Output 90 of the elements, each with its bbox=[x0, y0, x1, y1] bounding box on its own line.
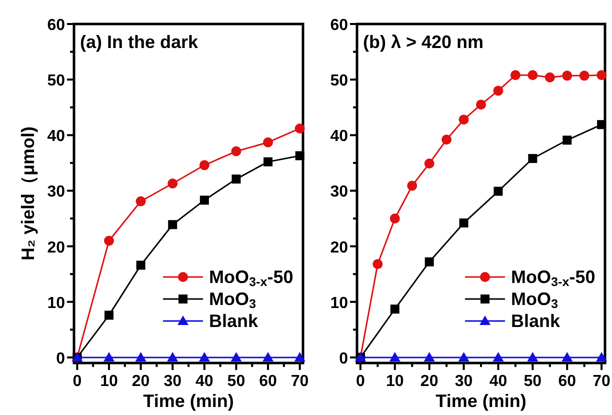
legend-label: Blank bbox=[209, 311, 260, 331]
x-tick-label: 50 bbox=[524, 373, 542, 390]
point bbox=[407, 180, 418, 191]
x-tick-label: 10 bbox=[386, 373, 404, 390]
point bbox=[232, 174, 241, 184]
y-axis-title: H₂ yield（μmol) bbox=[18, 126, 38, 261]
point bbox=[596, 70, 607, 80]
point bbox=[494, 186, 503, 196]
point bbox=[262, 352, 274, 362]
point bbox=[458, 352, 470, 362]
point bbox=[528, 70, 538, 80]
point bbox=[527, 352, 538, 362]
point bbox=[562, 136, 572, 145]
y-tick-label: 60 bbox=[47, 17, 66, 34]
point bbox=[167, 352, 178, 362]
point bbox=[198, 352, 210, 362]
x-tick-label: 20 bbox=[420, 373, 438, 390]
point bbox=[136, 196, 146, 206]
point bbox=[263, 137, 274, 148]
point bbox=[390, 304, 400, 314]
point bbox=[199, 160, 210, 170]
point bbox=[492, 352, 504, 362]
legend-label: MoO$_{3}$ bbox=[209, 289, 256, 312]
chart-title: (a) In the dark bbox=[80, 32, 200, 52]
x-tick-label: 60 bbox=[259, 373, 278, 390]
legend-label: Blank bbox=[511, 311, 562, 331]
point bbox=[424, 352, 435, 362]
point bbox=[294, 123, 305, 134]
legend-label: MoO$_{3-x}$-50 bbox=[209, 267, 294, 290]
point bbox=[510, 70, 520, 80]
legend-label: MoO$_{3-x}$-50 bbox=[511, 267, 596, 290]
point bbox=[295, 151, 304, 160]
y-tick-label: 50 bbox=[330, 72, 348, 90]
point bbox=[200, 196, 209, 205]
point bbox=[230, 352, 242, 362]
point bbox=[424, 257, 434, 266]
x-tick-label: 40 bbox=[196, 373, 214, 390]
point bbox=[390, 214, 400, 224]
legend-label: MoO$_{3}$ bbox=[511, 289, 558, 312]
point bbox=[597, 120, 606, 130]
point bbox=[231, 146, 242, 156]
x-tick-label: 40 bbox=[489, 373, 508, 390]
x-tick-label: 30 bbox=[454, 373, 473, 390]
point bbox=[458, 114, 469, 125]
point bbox=[442, 134, 452, 145]
point bbox=[424, 158, 434, 168]
point bbox=[493, 86, 504, 96]
point bbox=[544, 72, 555, 82]
point bbox=[389, 352, 400, 362]
point bbox=[104, 310, 114, 320]
point bbox=[136, 260, 146, 270]
chart-title: (b) λ > 420 nm bbox=[363, 32, 484, 52]
point bbox=[562, 352, 573, 362]
x-tick-label: 10 bbox=[100, 373, 118, 390]
y-tick-label: 20 bbox=[330, 239, 348, 256]
point bbox=[372, 259, 383, 270]
point bbox=[579, 70, 590, 81]
point bbox=[264, 157, 273, 166]
y-tick-label: 50 bbox=[47, 72, 66, 90]
x-axis-title: Time (min) bbox=[143, 391, 234, 411]
x-tick-label: 60 bbox=[558, 373, 576, 390]
point bbox=[168, 220, 178, 230]
y-tick-label: 10 bbox=[47, 294, 66, 312]
point bbox=[596, 352, 608, 362]
y-tick-label: 40 bbox=[330, 128, 348, 146]
y-tick-label: 60 bbox=[330, 17, 348, 34]
x-tick-label: 20 bbox=[132, 373, 150, 390]
point bbox=[459, 218, 468, 228]
x-axis-title: Time (min) bbox=[436, 391, 526, 411]
x-tick-label: 0 bbox=[356, 373, 365, 390]
y-tick-label: 40 bbox=[47, 128, 66, 146]
y-tick-label: 30 bbox=[330, 184, 348, 201]
x-tick-label: 50 bbox=[227, 373, 246, 390]
point bbox=[562, 70, 572, 81]
y-tick-label: 0 bbox=[56, 350, 66, 368]
y-tick-label: 10 bbox=[330, 294, 348, 312]
point bbox=[168, 178, 178, 188]
x-tick-label: 70 bbox=[592, 373, 611, 390]
x-tick-label: 0 bbox=[72, 373, 82, 390]
y-tick-label: 30 bbox=[47, 184, 66, 201]
point bbox=[135, 352, 146, 362]
x-tick-label: 70 bbox=[290, 373, 309, 390]
point bbox=[294, 352, 306, 362]
point bbox=[476, 100, 486, 110]
y-tick-label: 20 bbox=[47, 239, 66, 256]
point bbox=[528, 154, 538, 163]
y-tick-label: 0 bbox=[339, 350, 348, 368]
point bbox=[104, 236, 114, 246]
x-tick-label: 30 bbox=[164, 373, 182, 390]
point bbox=[103, 352, 114, 362]
